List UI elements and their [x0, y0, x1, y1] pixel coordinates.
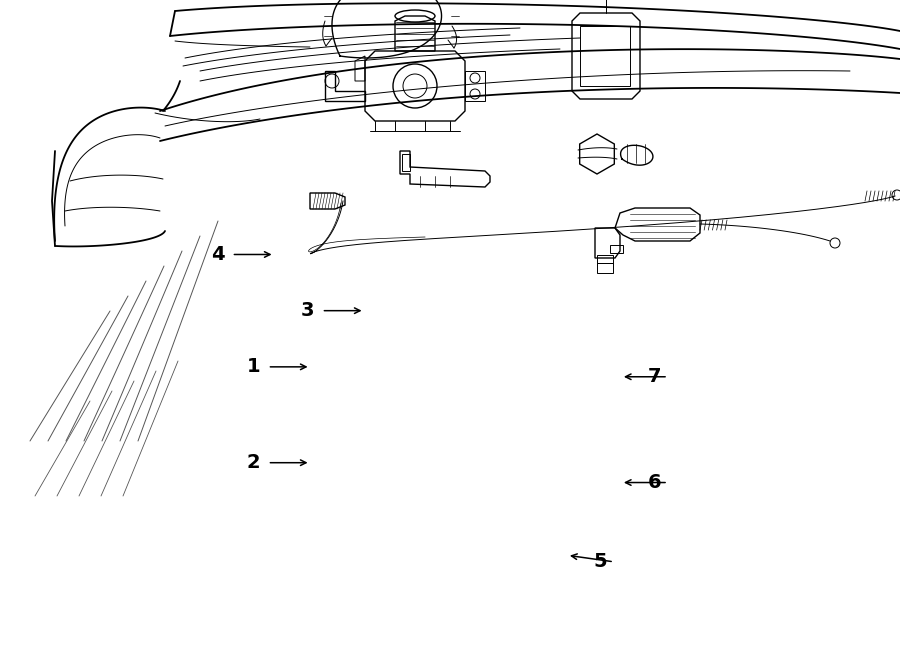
Text: 6: 6 [647, 473, 661, 492]
Text: 5: 5 [593, 553, 607, 571]
Text: 2: 2 [247, 453, 260, 472]
Text: 3: 3 [301, 301, 314, 320]
Text: 4: 4 [211, 245, 224, 264]
Text: 7: 7 [647, 368, 661, 386]
Text: 1: 1 [247, 358, 260, 376]
